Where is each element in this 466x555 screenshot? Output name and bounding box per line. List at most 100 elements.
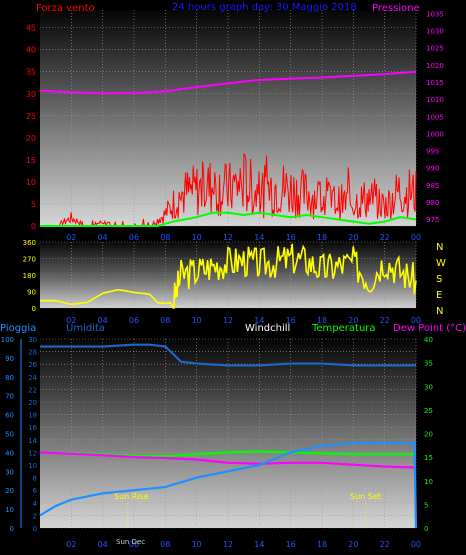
x-tick-label-p1: 02 bbox=[66, 233, 76, 242]
x-tick-label-p2: 06 bbox=[129, 316, 139, 325]
pressure-tick: 995 bbox=[426, 148, 439, 156]
x-tick-label-p3: 22 bbox=[380, 540, 390, 549]
temperature-tick: 35 bbox=[424, 360, 433, 368]
direction-tick: 180 bbox=[23, 272, 36, 280]
x-tick-label-p3: 14 bbox=[254, 540, 264, 549]
direction-tick: 270 bbox=[23, 256, 36, 264]
x-tick-label-p1: 18 bbox=[317, 233, 327, 242]
humidity-tick: 24 bbox=[28, 374, 37, 382]
direction-tick: 90 bbox=[27, 289, 36, 297]
temperature-tick: 0 bbox=[424, 525, 428, 533]
x-tick-label-p1: 22 bbox=[380, 233, 390, 242]
pressure-tick: 1000 bbox=[426, 130, 444, 138]
x-tick-label-p2: 18 bbox=[317, 316, 327, 325]
rain-tick: 20 bbox=[5, 487, 14, 495]
x-tick-label-p2: 14 bbox=[254, 316, 264, 325]
temperature-tick: 25 bbox=[424, 407, 433, 415]
humidity-tick: 16 bbox=[28, 424, 37, 432]
rain-tick: 30 bbox=[5, 468, 14, 476]
direction-tick: 360 bbox=[23, 239, 36, 247]
wind-speed-tick: 5 bbox=[31, 200, 36, 209]
pressure-tick: 1035 bbox=[426, 10, 444, 18]
direction-tick: 0 bbox=[32, 305, 36, 313]
humidity-tick: 12 bbox=[28, 449, 37, 457]
x-tick-label-p3: 08 bbox=[160, 540, 170, 549]
pressure-tick: 990 bbox=[426, 165, 439, 173]
rain-line bbox=[39, 441, 418, 529]
rain-tick: 90 bbox=[5, 355, 14, 363]
wind-direction-line bbox=[40, 243, 417, 309]
pressure-tick: 1025 bbox=[426, 45, 444, 53]
wind-speed-line bbox=[40, 152, 417, 227]
pressure-axis-title: Pressione bbox=[372, 3, 420, 14]
x-tick-label-p3: 04 bbox=[98, 540, 108, 549]
humidity-tick: 14 bbox=[28, 437, 37, 445]
wind-speed-tick: 0 bbox=[31, 222, 36, 231]
wind-speed-tick: 10 bbox=[26, 178, 36, 187]
pressure-tick: 1020 bbox=[426, 62, 444, 70]
x-tick-label-p3: 10 bbox=[192, 540, 202, 549]
rain-tick: 80 bbox=[5, 374, 14, 382]
graph-title: 24 hours graph day: 30 Maggio 2018 bbox=[172, 2, 357, 13]
temperature-tick: 40 bbox=[424, 336, 433, 344]
temperature-tick: 15 bbox=[424, 454, 433, 462]
wind-speed-tick: 20 bbox=[26, 134, 36, 143]
pressure-tick: 975 bbox=[426, 216, 439, 224]
wind-speed-tick: 15 bbox=[26, 156, 36, 165]
x-tick-label-p2: 20 bbox=[348, 316, 358, 325]
humidity-axis-title: Umidita bbox=[66, 323, 105, 334]
x-tick-label-p3: 12 bbox=[223, 540, 233, 549]
temperature-tick: 5 bbox=[424, 501, 428, 509]
x-tick-label-p2: 02 bbox=[66, 316, 76, 325]
x-tick-label-p2: 10 bbox=[192, 316, 202, 325]
wind-speed-tick: 25 bbox=[26, 112, 36, 121]
humidity-tick: 20 bbox=[28, 399, 37, 407]
rain-axis-title: Pioggia bbox=[0, 323, 36, 334]
humidity-tick: 26 bbox=[28, 361, 37, 369]
humidity-tick: 2 bbox=[33, 512, 37, 520]
pressure-tick: 1010 bbox=[426, 96, 444, 104]
wind-average-line bbox=[40, 211, 417, 227]
humidity-tick: 8 bbox=[33, 475, 37, 483]
humidity-tick: 28 bbox=[28, 349, 37, 357]
rain-tick: 70 bbox=[5, 393, 14, 401]
x-tick-label-p1: 08 bbox=[160, 233, 170, 242]
rain-tick: 50 bbox=[5, 431, 14, 439]
dewpoint-line bbox=[39, 451, 417, 469]
x-tick-label-p3: 00 bbox=[411, 540, 421, 549]
sun-overlap-label: Sun Dec bbox=[116, 538, 145, 546]
x-tick-label-p2: 00 bbox=[411, 316, 421, 325]
x-tick-label-p1: 04 bbox=[98, 233, 108, 242]
wind-speed-axis-title: Forza vento bbox=[36, 3, 95, 14]
x-tick-label-p3: 02 bbox=[66, 540, 76, 549]
pressure-line bbox=[39, 70, 417, 95]
dir-label-e: E bbox=[436, 290, 442, 301]
pressure-tick: 1030 bbox=[426, 28, 444, 36]
rain-tick: 40 bbox=[5, 449, 14, 457]
windchill-legend: Windchill bbox=[245, 323, 290, 334]
rain-tick: 60 bbox=[5, 412, 14, 420]
temperature-tick: 10 bbox=[424, 478, 433, 486]
dir-label-n-bottom: N bbox=[436, 306, 443, 317]
x-tick-label-p1: 14 bbox=[254, 233, 264, 242]
x-tick-label-p3: 16 bbox=[286, 540, 296, 549]
pressure-tick: 980 bbox=[426, 199, 439, 207]
dir-label-n-top: N bbox=[436, 242, 443, 253]
pressure-tick: 985 bbox=[426, 182, 439, 190]
wind-speed-tick: 40 bbox=[26, 46, 36, 55]
humidity-tick: 0 bbox=[33, 525, 37, 533]
x-tick-label-p1: 00 bbox=[411, 233, 421, 242]
rain-tick: 10 bbox=[5, 506, 14, 514]
x-tick-label-p2: 22 bbox=[380, 316, 390, 325]
x-tick-label-p3: 18 bbox=[317, 540, 327, 549]
dewpoint-legend: Dew Point (°C) bbox=[393, 323, 466, 334]
rain-tick: 100 bbox=[1, 336, 14, 344]
temperature-tick: 20 bbox=[424, 431, 433, 439]
rain-tick: 0 bbox=[10, 525, 14, 533]
wind-speed-tick: 45 bbox=[26, 24, 36, 33]
x-tick-label-p1: 06 bbox=[129, 233, 139, 242]
humidity-tick: 30 bbox=[28, 336, 37, 344]
temperature-legend: Temperatura bbox=[311, 323, 376, 334]
x-tick-label-p1: 16 bbox=[286, 233, 296, 242]
